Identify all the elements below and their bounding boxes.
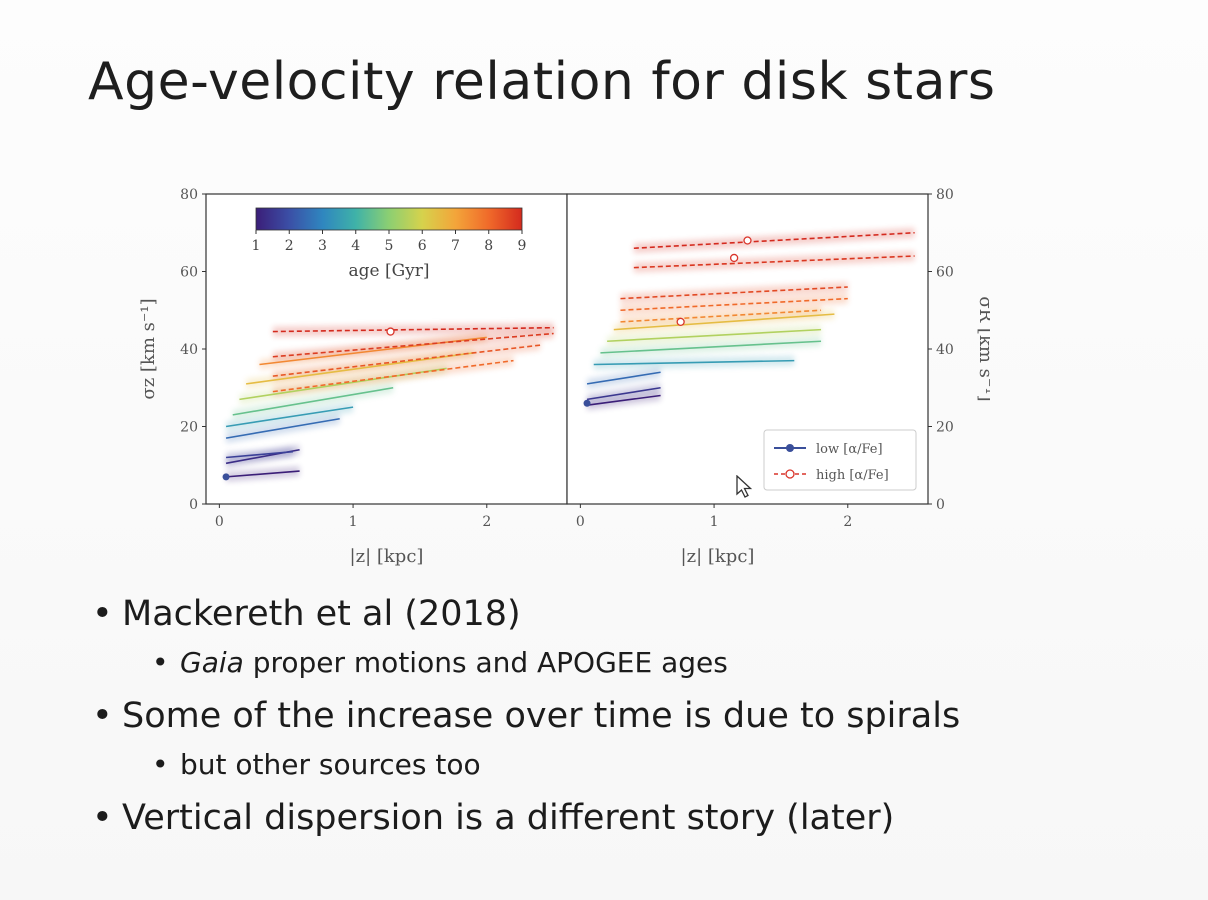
x-axis-label: |z| [kpc] bbox=[350, 546, 424, 567]
bullet-list: Mackereth et al (2018) Gaia proper motio… bbox=[90, 592, 1190, 848]
series-line bbox=[232, 386, 394, 416]
series-line bbox=[272, 332, 554, 358]
x-axis-label: |z| [kpc] bbox=[681, 546, 755, 567]
series-line bbox=[586, 371, 661, 385]
bullet-item: Mackereth et al (2018) bbox=[90, 592, 1190, 636]
series-line bbox=[586, 394, 661, 406]
legend-low-label: low [α/Fe] bbox=[816, 442, 883, 457]
series-line bbox=[633, 231, 915, 250]
x-tick-label: 1 bbox=[710, 514, 719, 530]
series-line bbox=[613, 313, 835, 331]
bullet-text: but other sources too bbox=[180, 748, 481, 781]
series-line bbox=[225, 406, 354, 428]
y-axis-label: σz [km s⁻¹] bbox=[138, 298, 159, 399]
bullet-text: proper motions and APOGEE ages bbox=[243, 646, 728, 679]
x-tick-label: 2 bbox=[482, 514, 491, 530]
y-tick-label: 80 bbox=[936, 187, 954, 203]
series-line bbox=[586, 386, 661, 401]
high-alpha-marker bbox=[729, 253, 739, 263]
series-line bbox=[225, 417, 340, 439]
y-tick-label: 40 bbox=[936, 342, 954, 358]
high-alpha-marker bbox=[676, 317, 685, 327]
series-line bbox=[225, 470, 300, 478]
series-line bbox=[272, 359, 514, 393]
bullet-italic-text: Gaia bbox=[180, 646, 244, 679]
colorbar-tick-label: 6 bbox=[418, 238, 427, 254]
series-line bbox=[633, 255, 915, 269]
colorbar-tick-label: 8 bbox=[484, 238, 493, 254]
low-alpha-marker bbox=[583, 399, 591, 407]
colorbar bbox=[255, 207, 523, 231]
colorbar-tick-label: 2 bbox=[285, 238, 294, 254]
legend-high-marker bbox=[785, 469, 795, 479]
bullet-text: Mackereth et al (2018) bbox=[122, 594, 521, 634]
series-line bbox=[272, 326, 554, 333]
y-tick-label: 80 bbox=[180, 187, 198, 203]
series-line bbox=[272, 344, 541, 377]
y-tick-label: 20 bbox=[180, 420, 198, 436]
colorbar-tick-label: 9 bbox=[518, 238, 527, 254]
x-tick-label: 0 bbox=[215, 514, 224, 530]
bullet-text: Vertical dispersion is a different story… bbox=[122, 798, 895, 838]
colorbar-tick-label: 1 bbox=[252, 238, 261, 254]
high-alpha-marker bbox=[743, 236, 752, 245]
low-alpha-marker bbox=[222, 473, 230, 481]
mouse-cursor-icon bbox=[736, 475, 753, 498]
y-tick-label: 20 bbox=[936, 420, 954, 436]
series-line bbox=[600, 340, 822, 354]
x-tick-label: 1 bbox=[349, 514, 358, 530]
x-tick-label: 0 bbox=[576, 514, 585, 530]
high-alpha-marker bbox=[386, 327, 395, 336]
sub-bullet-item: but other sources too bbox=[152, 746, 1190, 784]
sub-bullet-item: Gaia proper motions and APOGEE ages bbox=[152, 644, 1190, 682]
y-tick-label: 60 bbox=[180, 265, 198, 281]
bullet-item: Vertical dispersion is a different story… bbox=[90, 796, 1190, 840]
colorbar-tick-label: 7 bbox=[451, 238, 460, 254]
series-line bbox=[620, 297, 848, 312]
y-tick-label: 40 bbox=[180, 342, 198, 358]
series-line bbox=[620, 286, 848, 300]
colorbar-label: age [Gyr] bbox=[348, 261, 429, 281]
colorbar-tick-label: 3 bbox=[318, 238, 327, 254]
series-line bbox=[607, 328, 822, 343]
colorbar-tick-label: 5 bbox=[385, 238, 394, 254]
x-tick-label: 2 bbox=[843, 514, 852, 530]
legend-low-marker bbox=[786, 444, 794, 452]
y-tick-label: 0 bbox=[189, 497, 198, 513]
colorbar-tick-label: 4 bbox=[351, 238, 360, 254]
y-tick-label: 0 bbox=[936, 497, 945, 513]
bullet-text: Some of the increase over time is due to… bbox=[122, 696, 961, 736]
legend-high-label: high [α/Fe] bbox=[816, 468, 889, 483]
y-axis-label: σR [km s⁻¹] bbox=[975, 296, 990, 401]
series-line bbox=[225, 450, 293, 459]
y-tick-label: 60 bbox=[936, 265, 954, 281]
series-line bbox=[620, 309, 822, 323]
bullet-item: Some of the increase over time is due to… bbox=[90, 694, 1190, 738]
series-line bbox=[593, 359, 795, 366]
legend-box bbox=[763, 429, 917, 491]
slide-title: Age-velocity relation for disk stars bbox=[88, 52, 996, 112]
